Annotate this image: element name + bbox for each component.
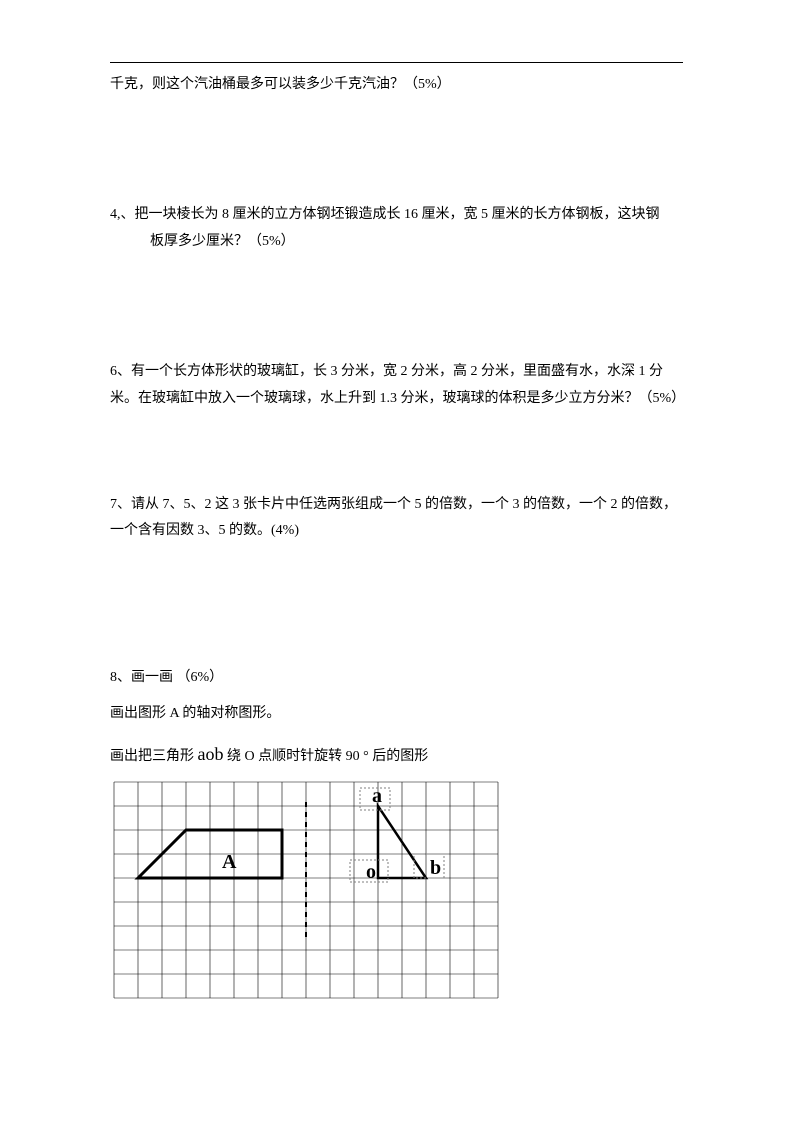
page-content: 千克，则这个汽油桶最多可以装多少千克汽油？（5%） 4,、把一块棱长为 8 厘米…: [0, 0, 793, 1062]
q8-line2: 画出图形 A 的轴对称图形。: [110, 703, 683, 725]
q4-line2: 板厚多少厘米？（5%）: [110, 231, 683, 253]
q8-line3: 画出把三角形 aob 绕 O 点顺时针旋转 90 ° 后的图形: [110, 740, 683, 769]
q3-line: 千克，则这个汽油桶最多可以装多少千克汽油？（5%）: [110, 74, 683, 96]
header-rule: [110, 62, 683, 63]
q7-line1: 7、请从 7、5、2 这 3 张卡片中任选两张组成一个 5 的倍数，一个 3 的…: [110, 494, 683, 516]
question-8: 8、画一画 （6%） 画出图形 A 的轴对称图形。 画出把三角形 aob 绕 O…: [110, 667, 683, 769]
svg-text:b: b: [430, 857, 441, 879]
q8-line3b: aob: [198, 744, 224, 764]
question-3-fragment: 千克，则这个汽油桶最多可以装多少千克汽油？（5%）: [110, 74, 683, 96]
question-4: 4,、把一块棱长为 8 厘米的立方体钢坯锻造成长 16 厘米，宽 5 厘米的长方…: [110, 204, 683, 253]
q7-line2: 一个含有因数 3、5 的数。(4%): [110, 520, 683, 542]
q6-line2: 米。在玻璃缸中放入一个玻璃球，水上升到 1.3 分米，玻璃球的体积是多少立方分米…: [110, 388, 683, 410]
question-7: 7、请从 7、5、2 这 3 张卡片中任选两张组成一个 5 的倍数，一个 3 的…: [110, 494, 683, 543]
svg-text:o: o: [366, 861, 376, 883]
question-6: 6、有一个长方体形状的玻璃缸，长 3 分米，宽 2 分米，高 2 分米，里面盛有…: [110, 361, 683, 410]
q8-line1: 8、画一画 （6%）: [110, 667, 683, 689]
svg-text:A: A: [222, 851, 237, 873]
grid-figure: Aaob: [110, 778, 683, 1002]
q8-line3a: 画出把三角形: [110, 749, 198, 764]
grid-svg: Aaob: [110, 778, 502, 1002]
q4-line1: 4,、把一块棱长为 8 厘米的立方体钢坯锻造成长 16 厘米，宽 5 厘米的长方…: [110, 204, 683, 226]
q6-line1: 6、有一个长方体形状的玻璃缸，长 3 分米，宽 2 分米，高 2 分米，里面盛有…: [110, 361, 683, 383]
q8-line3c: 绕 O 点顺时针旋转 90 ° 后的图形: [224, 749, 429, 764]
